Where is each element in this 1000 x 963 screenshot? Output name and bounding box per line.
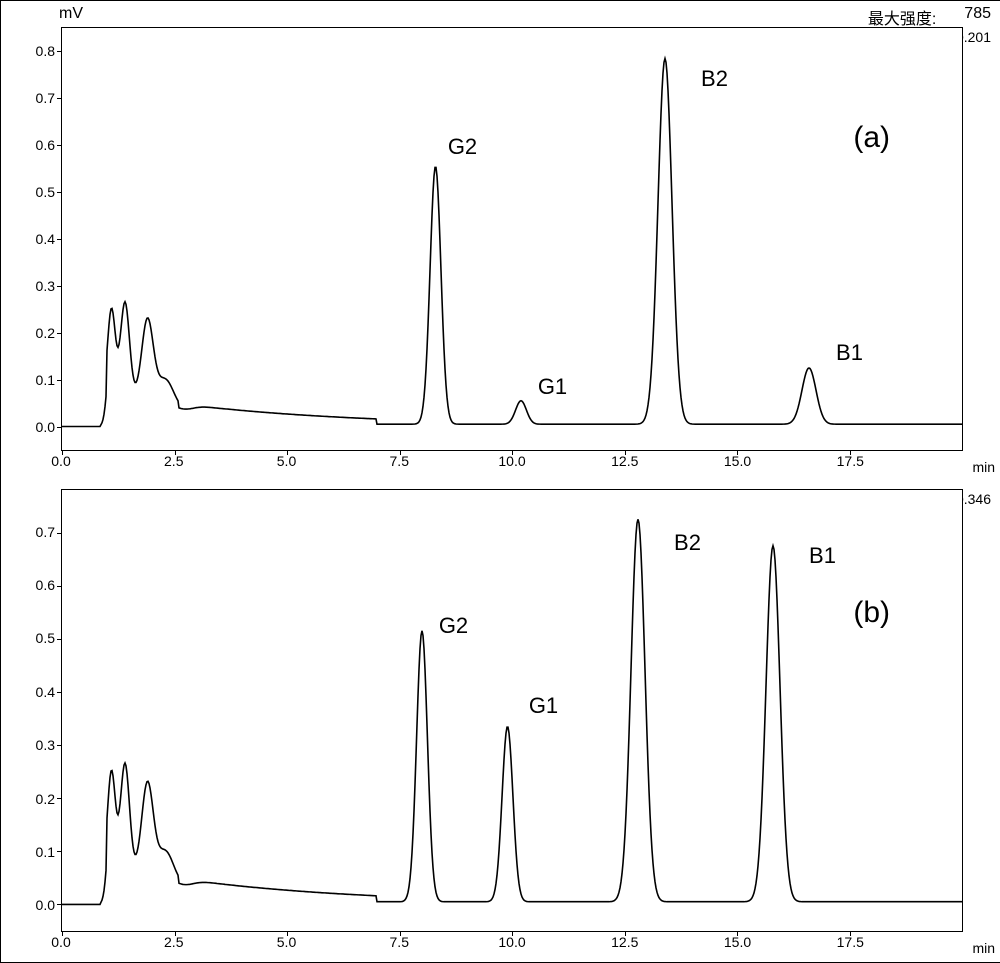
y-tick-label: 0.2 (36, 325, 55, 341)
y-tick-label: 0.2 (36, 791, 55, 807)
x-tick-label: 17.5 (837, 934, 864, 950)
y-tick-label: 0.4 (36, 684, 55, 700)
chart-panel-b: 检测器 A:Ex:360nm,Em:440nm 时间 0.597 强度 0.34… (1, 481, 1000, 962)
y-tick-label: 0.5 (36, 184, 55, 200)
peak-label-g1: G1 (529, 693, 558, 719)
x-tick-label: 12.5 (611, 453, 638, 469)
x-tick-label: 0.0 (51, 453, 70, 469)
x-tick-label: 2.5 (164, 453, 183, 469)
x-tick-label: 15.0 (724, 453, 751, 469)
y-axis-a: 0.0 0.1 0.2 0.3 0.4 0.5 0.6 0.7 0.8 (1, 27, 59, 451)
y-tick-label: 0.1 (36, 372, 55, 388)
x-axis-a: 0.02.55.07.510.012.515.017.5 (61, 453, 963, 475)
y-tick-label: 0.3 (36, 278, 55, 294)
y-tick-label: 0.6 (36, 577, 55, 593)
y-tick-label: 0.3 (36, 737, 55, 753)
peak-label-b1: B1 (836, 340, 863, 366)
y-tick-label: 0.7 (36, 524, 55, 540)
peak-label-b2: B2 (701, 66, 728, 92)
y-tick-label: 0.6 (36, 137, 55, 153)
panel-id-a: (a) (853, 121, 890, 155)
peak-label-b2: B2 (674, 530, 701, 556)
y-tick-label: 0.5 (36, 630, 55, 646)
x-unit-a: min (972, 459, 995, 475)
x-tick-label: 7.5 (390, 453, 409, 469)
x-tick-label: 2.5 (164, 934, 183, 950)
x-tick-label: 7.5 (390, 934, 409, 950)
peak-label-b1: B1 (809, 543, 836, 569)
x-tick-label: 5.0 (277, 453, 296, 469)
y-tick-label: 0.0 (36, 897, 55, 913)
x-tick-label: 15.0 (724, 934, 751, 950)
y-tick-label: 0.4 (36, 231, 55, 247)
peak-label-g2: G2 (439, 613, 468, 639)
peak-label-g2: G2 (448, 134, 477, 160)
x-tick-label: 12.5 (611, 934, 638, 950)
y-unit-label-a: mV (59, 5, 83, 29)
x-tick-label: 0.0 (51, 934, 70, 950)
plot-area-a: (a) G2 G1 B2 B1 (61, 27, 963, 451)
y-tick-label: 0.7 (36, 90, 55, 106)
header-row-a: mV 最大强度: 785 (1, 5, 991, 29)
x-tick-label: 10.0 (498, 934, 525, 950)
chromatogram-curve-a (62, 28, 962, 450)
x-axis-b: 0.02.55.07.510.012.515.017.5 (61, 934, 963, 956)
x-tick-label: 5.0 (277, 934, 296, 950)
y-tick-label: 0.0 (36, 419, 55, 435)
max-intensity-label-a: 最大强度: (868, 5, 936, 29)
y-axis-b: 0.0 0.1 0.2 0.3 0.4 0.5 0.6 0.7 (1, 489, 59, 932)
peak-label-g1: G1 (538, 374, 567, 400)
panel-id-b: (b) (853, 596, 890, 630)
x-tick-label: 10.0 (498, 453, 525, 469)
chart-panel-a: mV 最大强度: 785 检测器 A:Ex:360nm,Em:440nm 时间 … (1, 1, 1000, 481)
x-tick-label: 17.5 (837, 453, 864, 469)
max-intensity-value-a: 785 (964, 5, 991, 29)
y-tick-label: 0.8 (36, 43, 55, 59)
y-tick-label: 0.1 (36, 844, 55, 860)
plot-area-b: (b) G2 G1 B2 B1 (61, 489, 963, 932)
x-unit-b: min (972, 940, 995, 956)
chromatogram-container: mV 最大强度: 785 检测器 A:Ex:360nm,Em:440nm 时间 … (0, 0, 1000, 963)
